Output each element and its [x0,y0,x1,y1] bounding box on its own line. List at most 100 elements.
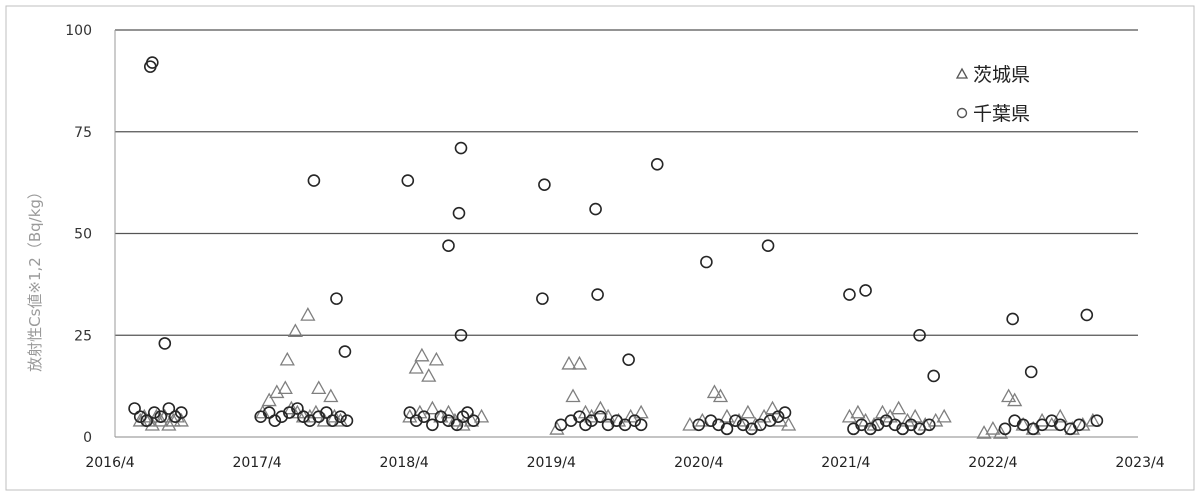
ibaraki-point [719,408,735,423]
chiba-point [628,414,641,428]
chiba-point [461,406,474,419]
ibaraki-point [157,408,173,423]
chiba-point [312,410,326,423]
chiba-point [1072,418,1086,432]
chiba-point [913,328,926,342]
chiba-point [340,414,354,428]
x-tick-label: 2022/4 [968,455,1017,471]
chiba-point [454,328,468,342]
chiba-point [591,288,604,301]
ibaraki-point [473,408,490,423]
chiba-point [1024,365,1038,379]
chiba-point [467,414,480,428]
ibaraki-point [850,404,866,419]
ibaraki-point [311,380,327,395]
ibaraki-point [300,307,316,321]
ibaraki-point [712,388,729,403]
chiba-point [761,239,775,253]
ibaraki-point [428,351,445,366]
chiba-point [573,410,586,423]
ibaraki-point [277,380,293,395]
ibaraki-point [740,404,756,419]
ibaraki-point [781,416,797,431]
y-tick-label: 100 [65,23,92,39]
chiba-point [1080,308,1094,322]
chiba-point [1090,414,1104,428]
ibaraki-point [173,412,189,427]
ibaraki-point [1085,412,1101,427]
chiba-point [454,141,468,155]
chiba-point [650,158,664,171]
legend-triangle-marker [955,67,969,79]
ibaraki-point [261,392,277,407]
ibaraki-point [161,416,177,431]
chiba-point [175,406,188,419]
x-tick-label: 2019/4 [527,455,576,471]
ibaraki-point [323,388,339,403]
chiba-point [133,410,147,423]
chiba-point [154,410,168,423]
chart-border [5,5,1195,491]
chiba-point [417,410,431,423]
ibaraki-point [408,359,424,374]
chiba-point [622,353,635,366]
chiba-point [401,174,415,187]
chiba-point [140,414,153,428]
chiba-point [403,406,417,419]
chiba-point [307,174,321,187]
chiba-point [426,418,439,432]
chiba-point [442,239,455,253]
legend-label: 千葉県 [973,103,1030,125]
ibaraki-point [1075,416,1091,431]
ibaraki-point [279,351,295,366]
chiba-point [720,422,734,436]
chiba-point [927,369,940,383]
ibaraki-point [287,323,303,338]
chiba-point [729,414,742,428]
chiba-point [998,422,1012,436]
y-tick-label: 50 [74,227,92,243]
ibaraki-point [421,368,437,382]
x-tick-label: 2021/4 [821,455,870,471]
ibaraki-point [1007,392,1023,407]
ibaraki-point [571,355,588,370]
chiba-point [334,410,347,423]
chiba-point [859,284,872,297]
chiba-point [162,402,176,415]
ibaraki-point [891,400,907,415]
ibaraki-point [633,404,649,419]
chiba-point [268,414,282,428]
chiba-point [450,418,464,432]
ibaraki-point [1052,408,1068,423]
chiba-point [456,410,470,423]
x-tick-label: 2020/4 [674,455,723,471]
ibaraki-point [424,400,440,415]
legend-circle-marker [956,107,968,119]
y-tick-label: 75 [74,125,92,141]
chiba-point [888,418,902,432]
chiba-point [275,410,288,423]
ibaraki-point [565,388,581,403]
chiba-point [1006,312,1019,326]
chiba-point [922,418,936,432]
chiba-point [589,202,602,216]
ibaraki-point [706,384,723,399]
chiba-point [843,288,856,301]
chiba-point [634,418,648,432]
ibaraki-point [600,408,616,423]
chiba-point [594,410,607,423]
ibaraki-point [1001,388,1017,403]
x-tick-label: 2023/4 [1115,455,1164,471]
chiba-point [771,410,785,423]
chiba-point [148,406,161,419]
chiba-point [320,406,333,419]
ibaraki-point [936,408,952,423]
ibaraki-point [414,347,430,362]
ibaraki-point [549,421,565,435]
chiba-point [158,337,172,350]
chiba-point [338,345,352,358]
x-tick-label: 2018/4 [380,455,429,471]
ibaraki-point [764,400,781,415]
x-tick-label: 2017/4 [232,455,281,471]
